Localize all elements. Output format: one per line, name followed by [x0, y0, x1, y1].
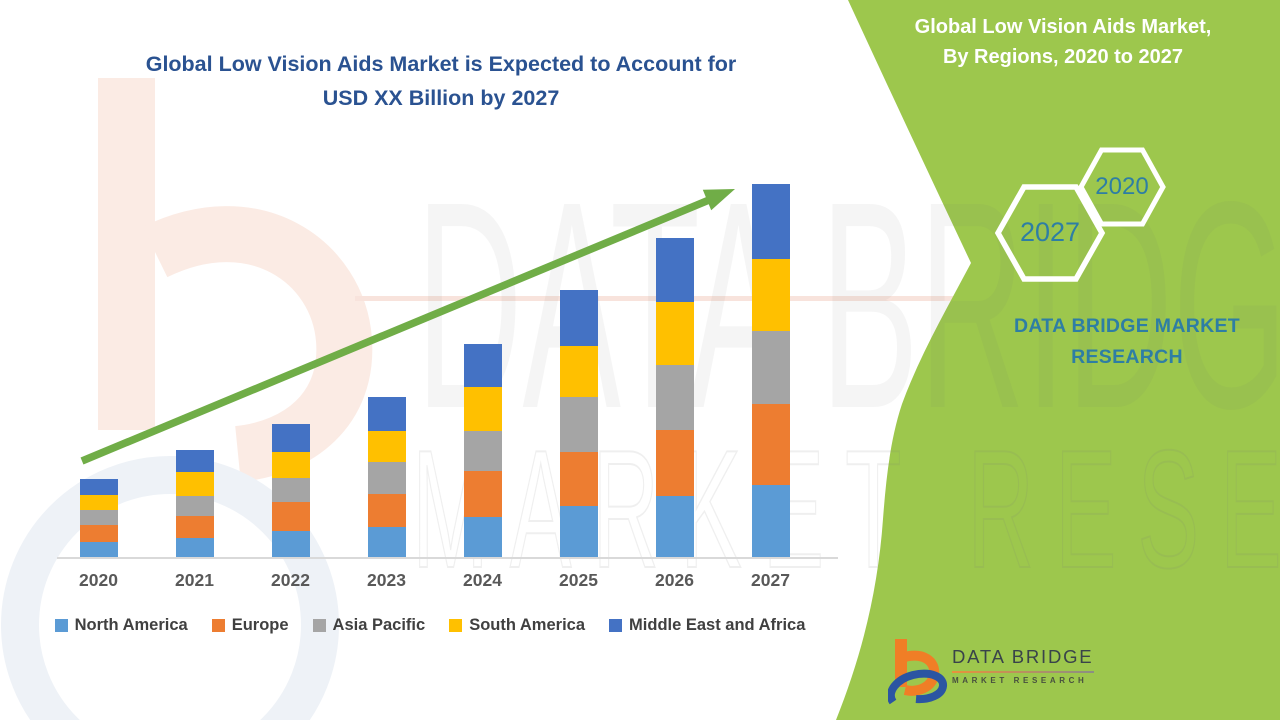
- x-axis-label-2022: 2022: [271, 570, 310, 590]
- legend-swatch: [449, 619, 463, 632]
- watermark-databridge-text: DATA BRIDGE: [416, 140, 1280, 470]
- bar-segment-2021-north-america: [175, 538, 214, 558]
- legend-item-south-america: South America: [449, 616, 585, 635]
- brand-text: DATA BRIDGE MARKET RESEARCH: [1000, 311, 1254, 373]
- chart-title-line1: Global Low Vision Aids Market is Expecte…: [145, 52, 737, 76]
- bar-segment-2020-asia-pacific: [79, 510, 118, 525]
- databridge-logo: DATA BRIDGE MARKET RESEARCH: [888, 634, 1094, 706]
- watermark-logo-b-stem: [98, 78, 155, 430]
- logo-text-block: DATA BRIDGE MARKET RESEARCH: [952, 646, 1112, 685]
- brand-text-line2: RESEARCH: [1071, 346, 1183, 368]
- watermark-logo-b-bowl: [142, 206, 373, 482]
- bar-segment-2022-asia-pacific: [271, 478, 310, 502]
- bar-segment-2021-asia-pacific: [175, 496, 214, 516]
- bar-segment-2020-north-america: [79, 542, 118, 558]
- legend-swatch: [312, 619, 326, 632]
- bar-segment-2021-south-america: [175, 472, 214, 496]
- chart-title: Global Low Vision Aids Market is Expecte…: [60, 47, 822, 115]
- x-axis-label-2021: 2021: [175, 570, 214, 590]
- bar-segment-2023-asia-pacific: [367, 462, 406, 494]
- databridge-logo-mark: [888, 639, 947, 705]
- watermark-swoosh-ring: [1, 456, 339, 720]
- bar-segment-2023-north-america: [367, 527, 406, 558]
- legend-swatch: [609, 619, 623, 632]
- legend-swatch: [211, 619, 225, 632]
- bar-segment-2022-south-america: [271, 452, 310, 478]
- watermark-market-research-text: MARKET RESEARCH: [411, 415, 1280, 603]
- bar-segment-2020-europe: [79, 525, 118, 542]
- bar-segment-2023-south-america: [367, 431, 406, 462]
- legend-label: South America: [469, 616, 586, 634]
- bar-segment-2021-europe: [175, 516, 214, 538]
- bar-segment-2021-middle-east-and-africa: [175, 450, 214, 472]
- legend-label: Europe: [231, 616, 289, 634]
- x-axis-label-2020: 2020: [79, 570, 118, 590]
- panel-title-line2: By Regions, 2020 to 2027: [942, 46, 1184, 68]
- hexagon-2020-label: 2020: [1095, 173, 1149, 200]
- legend-item-middle-east-and-africa: Middle East and Africa: [609, 616, 805, 635]
- logo-rule: [952, 671, 1094, 673]
- bar-segment-2020-south-america: [79, 495, 118, 510]
- bar-segment-2022-north-america: [271, 531, 310, 558]
- bar-segment-2023-middle-east-and-africa: [367, 397, 406, 431]
- chart-legend: North America Europe Asia Pacific South Ame…: [40, 616, 820, 635]
- legend-label: Asia Pacific: [332, 616, 426, 634]
- x-axis-line: [57, 557, 838, 559]
- panel-title: Global Low Vision Aids Market, By Region…: [880, 12, 1246, 72]
- bar-segment-2022-middle-east-and-africa: [271, 424, 310, 452]
- legend-label: North America: [74, 616, 188, 634]
- logo-title: DATA BRIDGE: [952, 646, 1094, 667]
- legend-swatch: [54, 619, 68, 632]
- bar-segment-2023-europe: [367, 494, 406, 527]
- bar-segment-2020-middle-east-and-africa: [79, 479, 118, 495]
- hexagon-2027-label: 2027: [1019, 217, 1081, 247]
- brand-text-line1: DATA BRIDGE MARKET: [1013, 315, 1241, 337]
- chart-title-line2: USD XX Billion by 2027: [322, 86, 560, 110]
- legend-item-asia-pacific: Asia Pacific: [312, 616, 426, 635]
- logo-subtitle: MARKET RESEARCH: [952, 676, 1088, 685]
- legend-label: Middle East and Africa: [629, 616, 806, 634]
- legend-item-europe: Europe: [211, 616, 289, 635]
- panel-title-line1: Global Low Vision Aids Market,: [914, 16, 1212, 38]
- bar-segment-2022-europe: [271, 502, 310, 531]
- legend-item-north-america: North America: [54, 616, 188, 635]
- x-axis-label-2023: 2023: [367, 570, 406, 590]
